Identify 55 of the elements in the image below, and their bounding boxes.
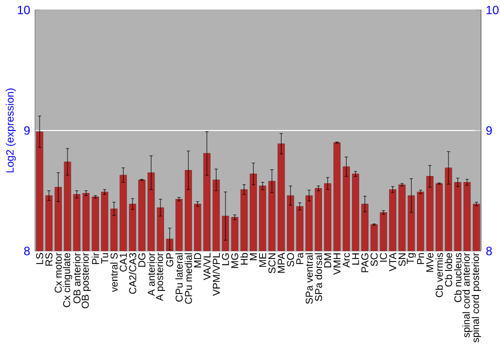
- y-axis-title: Log2 (expression): [6, 88, 16, 172]
- x-tick-label: VMH: [334, 253, 340, 275]
- x-tick-label: M: [250, 253, 257, 260]
- x-tick-label: MG: [231, 253, 238, 268]
- x-tick-label: Pa: [296, 252, 304, 264]
- x-tick-label: CA2/CA3: [128, 253, 136, 294]
- x-tick-label: SCN: [268, 253, 276, 274]
- x-tick-label: Pir: [92, 252, 100, 264]
- x-tick-label: LG: [222, 253, 230, 266]
- x-tick-label: Cx cingulate: [62, 253, 72, 308]
- x-tick-label: SPa ventral: [305, 253, 313, 304]
- x-tick-label: spinal cord anterior: [462, 252, 472, 338]
- x-tick-label: A posterior: [156, 252, 166, 301]
- x-tick-label: MD: [194, 253, 202, 268]
- y2-tick-label: 10: [486, 6, 499, 14]
- y-tick-label: 10: [18, 6, 30, 14]
- x-tick-label: SN: [398, 253, 406, 266]
- x-tick-label: DM: [324, 253, 332, 268]
- y-tick-label: 8: [24, 246, 30, 256]
- x-tick-label: Arc: [342, 252, 350, 268]
- x-tick-label: IC: [380, 252, 387, 262]
- y2-tick-label: 8: [486, 246, 492, 256]
- x-tick-label: CA1: [120, 253, 127, 272]
- y-tick-label: 9: [24, 126, 30, 135]
- x-tick-label: Cb nucleus: [454, 252, 462, 302]
- x-tick-label: SO: [286, 253, 294, 267]
- x-tick-label: ventral S: [110, 253, 118, 292]
- x-tick-label: VPM/VPL: [212, 252, 220, 296]
- x-tick-label: DG: [138, 253, 146, 267]
- x-tick-label: SPa dorsal: [314, 253, 322, 302]
- x-tick-label: VTA: [389, 252, 396, 272]
- x-tick-label: CPu lateral: [175, 253, 183, 302]
- x-tick-label: MPA: [278, 252, 285, 273]
- x-tick-label: A anterior: [147, 252, 155, 296]
- y2-tick-label: 9: [486, 126, 492, 135]
- x-tick-label: CPu medial: [184, 253, 192, 304]
- x-tick-label: RS: [45, 253, 52, 266]
- x-tick-label: Tg: [406, 253, 416, 264]
- x-tick-label: VA/VL: [203, 252, 211, 280]
- x-tick-label: LH: [352, 253, 360, 265]
- x-tick-label: Tu: [101, 253, 108, 264]
- x-tick-label: OB anterior: [73, 252, 80, 304]
- x-tick-label: Cb vermis: [436, 252, 443, 298]
- x-tick-label: Cx motor: [54, 252, 62, 293]
- x-tick-label: PAG: [361, 253, 368, 272]
- x-tick-label: OB posterior: [81, 252, 91, 308]
- x-tick-label: Pn: [417, 253, 424, 264]
- x-tick-label: LS: [36, 253, 44, 264]
- x-tick-label: MVe: [426, 253, 434, 272]
- x-tick-label: GP: [166, 253, 174, 267]
- x-tick-label: ME: [259, 253, 266, 267]
- x-tick-label: spinal cord posterior: [472, 252, 482, 342]
- x-tick-label: SC: [370, 252, 378, 266]
- x-tick-label: Hb: [240, 253, 248, 265]
- x-tick-label: Cb lobe: [444, 253, 452, 287]
